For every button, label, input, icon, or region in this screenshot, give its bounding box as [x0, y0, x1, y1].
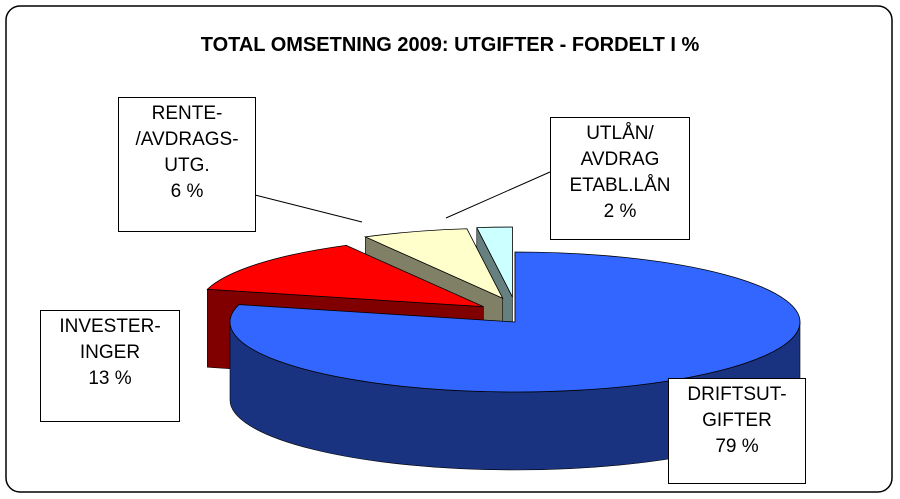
slice-top [206, 244, 484, 308]
label-text: /AVDRAGS- [135, 129, 239, 150]
chart-title: TOTAL OMSETNING 2009: UTGIFTER - FORDELT… [200, 34, 700, 56]
label-text: 79 % [715, 436, 759, 457]
label-text: ETABL.LÅN [569, 175, 671, 196]
label-text: INGER [79, 342, 141, 363]
slice-top [229, 251, 801, 393]
data-label: INVESTER- INGER 13 % [40, 310, 180, 422]
label-text: AVDRAG [580, 149, 660, 170]
label-text: 2 % [603, 201, 637, 222]
leader-line [254, 194, 363, 223]
label-text: RENTE- [151, 103, 223, 124]
label-text: GIFTER [702, 410, 772, 431]
leader-line [445, 171, 551, 219]
label-text: UTG. [164, 155, 210, 176]
slice-top [363, 228, 504, 300]
data-label: UTLÅN/AVDRAG ETABL.LÅN 2 % [550, 117, 690, 240]
data-label: RENTE- /AVDRAGS- UTG. 6 % [118, 97, 256, 232]
label-text: 13 % [88, 368, 132, 389]
data-label: DRIFTSUT- GIFTER 79 % [668, 378, 806, 484]
slice-top [476, 226, 513, 298]
label-text: UTLÅN/ [586, 123, 654, 144]
label-text: 6 % [170, 181, 204, 202]
pie [206, 226, 801, 471]
label-text: DRIFTSUT- [687, 384, 787, 405]
label-text: INVESTER- [59, 316, 161, 337]
